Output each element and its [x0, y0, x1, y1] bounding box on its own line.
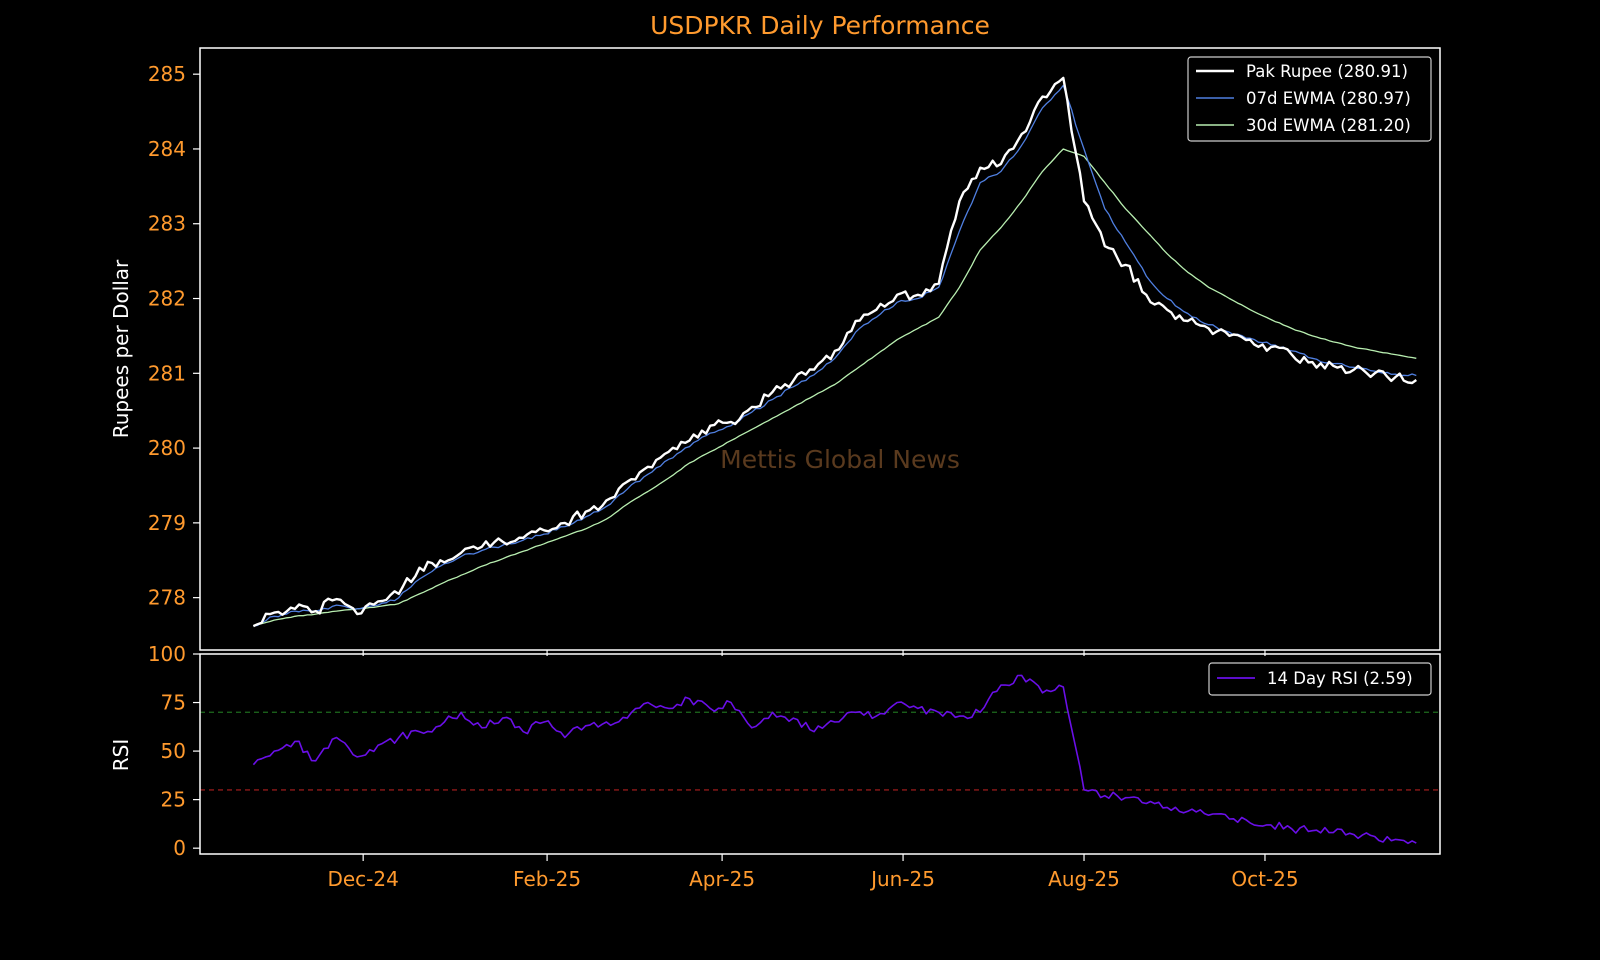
x-tick-label-apr-25: Apr-25 [689, 867, 755, 891]
price-legend-box [1187, 56, 1432, 142]
rsi-y-tick-label: 25 [161, 788, 186, 812]
x-tick-label-dec-24: Dec-24 [327, 867, 398, 891]
legend-label-rsi: 14 Day RSI (2.59) [1267, 669, 1413, 688]
rsi-legend: 14 Day RSI (2.59) [1208, 662, 1432, 696]
rsi-y-tick-label: 50 [161, 739, 186, 763]
legend-label-07d-ewma: 07d EWMA (280.97) [1246, 89, 1411, 108]
price-plot-frame [199, 47, 1441, 651]
price-legend: Pak Rupee (280.91) 07d EWMA (280.97) 30d… [1187, 56, 1432, 142]
rsi-plot-frame [199, 653, 1441, 855]
legend-label-30d-ewma: 30d EWMA (281.20) [1246, 116, 1411, 135]
x-tick-label-feb-25: Feb-25 [513, 867, 581, 891]
rsi-y-tick-label: 100 [148, 642, 186, 666]
price-y-tick-label: 279 [148, 511, 186, 535]
price-series-line-30d-ewma-281-20 [253, 148, 1417, 627]
price-y-tick-label: 284 [148, 137, 186, 161]
price-series-line-pak-rupee-280-91 [252, 76, 1417, 628]
x-axis-ticks: Dec-24 Feb-25 Apr-25 Jun-25 Aug-25 Oct-25 [327, 650, 1299, 891]
price-y-tick-label: 285 [148, 62, 186, 86]
price-y-tick-label: 281 [148, 361, 186, 385]
rsi-panel: RSI 0 25 50 75 100 14 Day RSI (2.59) [109, 642, 1441, 860]
price-y-tick-label: 283 [148, 212, 186, 236]
rsi-series-lines [252, 674, 1417, 845]
x-tick-label-aug-25: Aug-25 [1048, 867, 1120, 891]
price-y-ticks: 278 279 280 281 282 283 284 285 [148, 62, 200, 610]
chart-title: USDPKR Daily Performance [650, 11, 990, 40]
price-series-lines [252, 76, 1417, 628]
watermark: Mettis Global News [720, 445, 960, 474]
price-y-tick-label: 278 [148, 586, 186, 610]
x-tick-label-oct-25: Oct-25 [1231, 867, 1298, 891]
price-y-axis-label: Rupees per Dollar [109, 259, 133, 438]
rsi-series-line-14-day-rsi-2-59 [252, 674, 1417, 845]
rsi-legend-box [1208, 662, 1432, 696]
x-tick-label-jun-25: Jun-25 [869, 867, 935, 891]
price-y-tick-label: 282 [148, 287, 186, 311]
rsi-y-ticks: 0 25 50 75 100 [148, 642, 200, 860]
price-panel: Rupees per Dollar Mettis Global News 278… [109, 47, 1441, 651]
rsi-y-axis-label: RSI [109, 739, 133, 772]
price-y-tick-label: 280 [148, 436, 186, 460]
legend-label-pak-rupee: Pak Rupee (280.91) [1246, 62, 1408, 81]
rsi-y-tick-label: 75 [161, 691, 186, 715]
rsi-y-tick-label: 0 [173, 836, 186, 860]
